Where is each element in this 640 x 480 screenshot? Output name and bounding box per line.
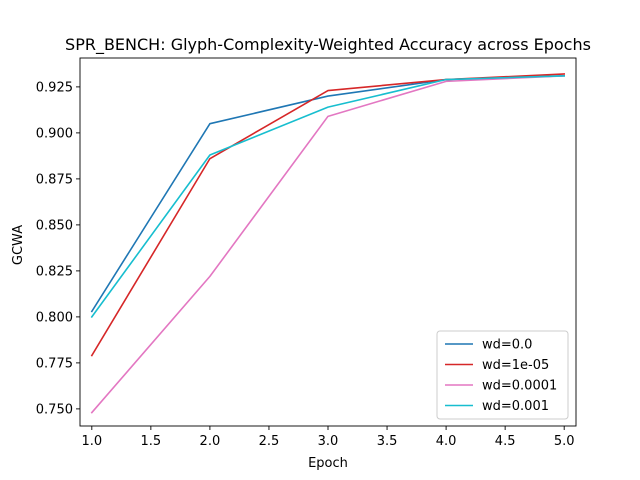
y-tick-label: 0.900 (36, 126, 73, 141)
y-tick-label: 0.800 (36, 310, 73, 325)
x-tick-label: 2.0 (200, 434, 221, 449)
y-tick-label: 0.750 (36, 402, 73, 417)
y-tick-label: 0.825 (36, 264, 73, 279)
legend-label-0: wd=0.0 (482, 338, 532, 353)
plot-area: 1.0 1.5 2.0 2.5 3.0 3.5 4.0 4.5 5.0 0.750 0.775 0.8… (36, 57, 577, 449)
chart-title: SPR_BENCH: Glyph-Complexity-Weighted Acc… (65, 35, 591, 55)
y-tick-label: 0.850 (36, 218, 73, 233)
x-tick-label: 5.0 (554, 434, 575, 449)
legend-label-1: wd=1e-05 (482, 358, 549, 373)
x-tick-label: 3.0 (318, 434, 339, 449)
series-line-2 (90, 75, 566, 414)
y-axis-label: GCWA (11, 225, 26, 265)
x-tick-label: 1.0 (81, 434, 102, 449)
series-line-3 (90, 75, 566, 319)
legend-label-2: wd=0.0001 (482, 379, 557, 394)
x-tick-label: 1.5 (141, 434, 162, 449)
legend: wd=0.0 wd=1e-05 wd=0.0001 wd=0.001 (436, 330, 569, 420)
y-tick-label: 0.925 (36, 80, 73, 95)
x-tick-label: 4.0 (436, 434, 457, 449)
x-tick-label: 2.5 (259, 434, 280, 449)
x-tick-label: 3.5 (377, 434, 398, 449)
y-tick-label: 0.875 (36, 172, 73, 187)
legend-box (436, 330, 569, 420)
y-tick-label: 0.775 (36, 356, 73, 371)
x-axis-label: Epoch (308, 456, 348, 471)
x-tick-label: 4.5 (495, 434, 516, 449)
legend-label-3: wd=0.001 (482, 399, 549, 414)
